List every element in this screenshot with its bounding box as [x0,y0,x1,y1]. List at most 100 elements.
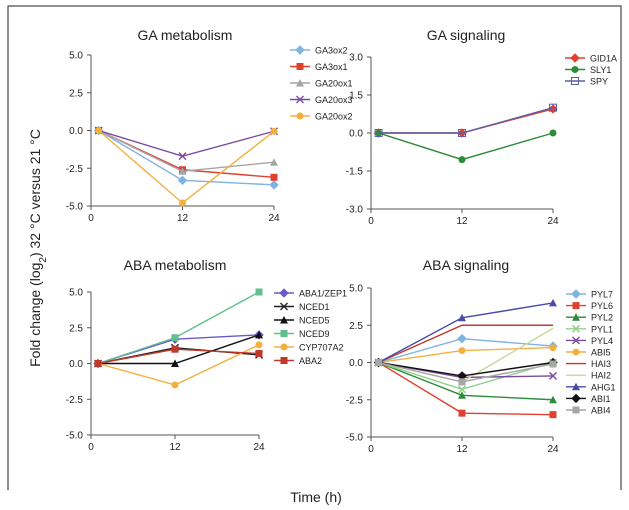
legend-marker [280,316,288,324]
data-point [458,378,466,386]
chart-title: GA signaling [427,27,506,43]
data-point [270,173,278,181]
legend-marker [571,393,581,404]
legend-marker [296,112,304,120]
legend-marker [280,302,288,311]
y-tick-label: -5.0 [346,433,364,444]
series-line-ga20ox1 [98,129,275,172]
legend-label: PYL4 [591,336,613,346]
y-tick-label: 5.0 [349,284,363,295]
y-tick-label: -2.5 [346,395,364,406]
y-tick-label: 5.0 [69,288,83,299]
data-point [458,156,466,164]
data-point [374,129,383,137]
x-tick-label: 0 [368,444,374,455]
y-tick-label: 3.0 [349,53,363,64]
y-tick-label: 0.0 [349,358,363,369]
chart-title: GA metabolism [138,27,233,43]
legend-marker [572,302,580,310]
x-tick-label: 12 [169,442,181,453]
legend-marker [572,336,580,345]
x-tick-label: 0 [88,213,94,224]
series-line-ahg1 [378,302,554,364]
data-point [178,167,187,175]
data-point [255,341,263,349]
data-point [549,298,557,307]
chart-panel: ABA metabolism 5.0 2.5 0.0 -2.5 -5.0 0 12 24 ABA1… [66,257,347,453]
legend-label: GA3ox1 [315,62,348,72]
data-point [549,395,557,404]
chart-title: ABA signaling [423,257,509,273]
x-tick-label: 12 [456,216,468,227]
data-point [375,359,383,366]
data-point [457,333,467,344]
x-tick-label: 24 [268,213,280,224]
data-point [458,409,466,417]
x-tick-label: 0 [88,442,94,453]
data-point [458,347,466,355]
x-tick-label: 12 [456,444,468,455]
data-point [171,359,179,367]
series-line-hai3 [378,324,553,364]
x-tick-label: 0 [368,216,374,227]
legend-label: CYP707A2 [299,343,344,353]
series-line-ga20ox2 [98,129,275,204]
data-point [458,391,466,399]
legend-label: SPY [590,77,608,87]
data-point [95,127,103,134]
shared-ylabel: Fold change (log2) 32 °C versus 21 °C [27,129,49,367]
legend-marker [571,77,579,85]
legend-label: AHG1 [591,382,616,392]
y-tick-label: 0.0 [69,126,83,137]
legend-label: GA20ox2 [315,112,353,122]
legend-marker [572,348,580,356]
legend-label: PYL7 [591,290,613,300]
legend-marker [571,66,579,73]
data-point [458,313,466,322]
y-tick-label: 0.0 [69,359,83,370]
legend-label: ABA1/ZEP1 [299,289,347,299]
legend-label: PYL1 [591,324,613,334]
chart-title: ABA metabolism [124,257,227,273]
x-tick-label: 12 [177,213,189,224]
legend-label: GA3ox2 [315,46,348,56]
legend-label: NCED5 [299,316,330,326]
data-point [458,385,466,394]
data-point [549,360,557,368]
legend-label: HAI2 [591,371,611,381]
legend-marker [279,288,289,298]
legend-marker [295,45,305,55]
data-point [255,330,263,339]
data-point [549,411,557,419]
series-line-spy [378,106,554,134]
data-point [171,345,179,353]
data-point [269,180,279,190]
legend-label: PYL6 [591,301,613,311]
legend-marker [280,343,288,351]
legend-label: NCED9 [299,329,330,339]
data-point [94,360,102,367]
x-tick-label: 24 [547,444,559,455]
y-tick-label: -2.5 [66,395,84,406]
y-tick-label: -2.5 [66,164,84,175]
data-point [549,103,557,112]
legend-marker [296,95,304,104]
y-tick-label: 2.5 [349,321,363,332]
legend-label: PYL2 [591,313,613,323]
y-tick-label: 2.5 [69,323,83,334]
shared-xlabel: Time (h) [290,489,342,505]
legend-label: GA20ox1 [315,79,353,89]
y-tick-label: -3.0 [346,205,364,216]
legend-marker [572,324,580,333]
legend-label: ABI4 [591,406,611,416]
legend-marker [572,382,580,391]
legend-marker [570,53,580,63]
y-tick-label: 0.0 [349,129,363,140]
data-point [171,334,179,342]
figure-frame [7,5,622,490]
data-point [270,158,278,166]
legend-label: SLY1 [590,65,611,75]
